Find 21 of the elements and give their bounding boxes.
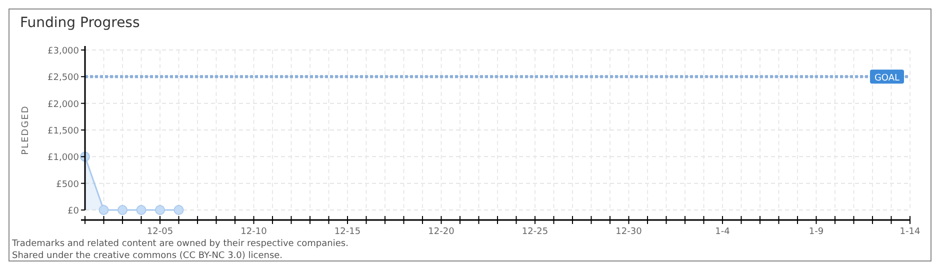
- x-tick-label: 1-14: [900, 227, 920, 237]
- y-tick-label: £3,000: [48, 46, 80, 56]
- y-tick-label: £0: [68, 206, 80, 216]
- y-tick-label: £1,000: [48, 153, 80, 164]
- x-tick-label: 12-10: [240, 227, 268, 237]
- x-tick-label: 12-30: [616, 227, 642, 237]
- x-tick-label: 12-20: [428, 227, 455, 237]
- chart-title: Funding Progress: [20, 15, 140, 31]
- text: Shared under the creative commons (CC BY-NC 3.0) license.: [12, 251, 283, 261]
- x-tick-label: 1-9: [808, 227, 824, 237]
- x-tick-label: 1-4: [715, 227, 730, 237]
- y-tick-label: £2,500: [48, 73, 80, 84]
- text: Trademarks and related content are owned by their respective companies.: [11, 239, 348, 249]
- y-axis-title: PLEDGED: [21, 105, 31, 155]
- y-tick-label: £1,500: [48, 126, 80, 136]
- x-tick-label: 12-05: [146, 227, 174, 237]
- x-tick-label: 12-15: [334, 227, 361, 237]
- y-tick-label: £500: [56, 180, 80, 190]
- x-tick-label: 12-25: [522, 227, 548, 237]
- y-tick-label: £2,000: [48, 100, 80, 110]
- ref-line-label: GOAL: [874, 74, 900, 84]
